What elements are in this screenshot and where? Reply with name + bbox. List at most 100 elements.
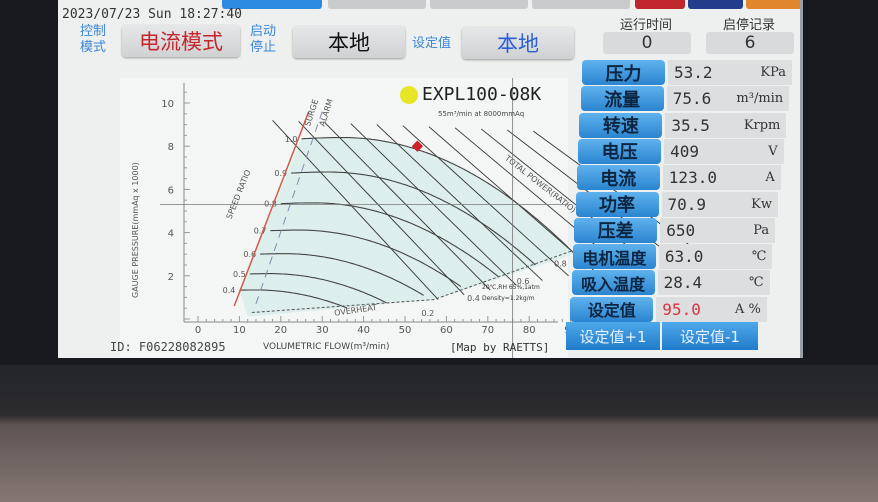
reading-label-button[interactable]: 压力: [582, 60, 665, 85]
reading-unit: V: [768, 143, 778, 159]
setpoint-plus-button[interactable]: 设定值+1: [566, 322, 660, 350]
setpoint-source-button[interactable]: 本地: [462, 27, 574, 59]
runtime-value: 0: [603, 32, 691, 54]
reading-label-button[interactable]: 流量: [580, 86, 664, 112]
language-flag-uk[interactable]: [688, 0, 743, 9]
x-tick-label: 70: [481, 325, 494, 336]
reading-label-button[interactable]: 电压: [578, 138, 662, 164]
setpoint-source-label: 设定值: [412, 36, 452, 51]
reading-row: 吸入温度 28.4 ℃: [571, 270, 770, 296]
control-mode-button[interactable]: 电流模式: [122, 25, 240, 57]
reading-value-box: 35.5 Krpm: [665, 112, 787, 138]
alarm-line: [255, 111, 323, 305]
tab[interactable]: [746, 0, 800, 9]
reading-value-box: 75.6 m³/min: [666, 86, 790, 112]
start-stop-label: 启动 停止: [250, 24, 277, 55]
power-line: [454, 127, 621, 267]
reading-value-box: 95.0 A %: [656, 296, 767, 322]
reading-unit: A %: [734, 301, 761, 317]
speed-ratio-label: 0.5: [233, 270, 246, 279]
reading-value: 650: [666, 220, 696, 240]
reading-value: 28.4: [663, 273, 703, 293]
speed-ratio-label: 0.4: [223, 286, 236, 295]
reading-row: 压力 53.2 KPa: [582, 60, 792, 86]
reading-label-button[interactable]: 电机温度: [572, 244, 656, 270]
speed-curve: [270, 229, 462, 288]
tab-active[interactable]: [222, 0, 322, 9]
reading-unit: Krpm: [743, 117, 781, 133]
y-tick-label: 4: [168, 229, 174, 240]
tab[interactable]: [430, 0, 528, 9]
speed-curve: [301, 137, 576, 255]
reading-label-button[interactable]: 转速: [579, 112, 663, 138]
x-tick-label: 80: [523, 325, 536, 336]
power-line: [298, 121, 465, 296]
reading-label-button[interactable]: 电流: [576, 165, 660, 191]
x-tick-label: 30: [316, 325, 329, 336]
reading-unit: m³/min: [736, 91, 784, 107]
control-mode-label: 控制 模式: [80, 24, 107, 55]
reading-row: 流量 75.6 m³/min: [580, 86, 790, 112]
reading-label-button[interactable]: 设定值: [570, 296, 654, 322]
reading-unit: A: [765, 170, 775, 186]
reading-unit: Kw: [751, 196, 772, 212]
speed-curve: [291, 171, 536, 266]
tab[interactable]: [532, 0, 630, 9]
reading-value-box: 650 Pa: [660, 217, 776, 243]
y-tick-label: 2: [168, 272, 174, 283]
reading-label-button[interactable]: 吸入温度: [571, 270, 655, 296]
datetime: 2023/07/23 Sun 18:27:40: [62, 7, 243, 22]
tab[interactable]: [328, 0, 426, 9]
reading-row: 功率 70.9 Kw: [575, 191, 778, 218]
power-line: [402, 125, 569, 277]
x-tick-label: 50: [399, 325, 412, 336]
reading-label-button[interactable]: 压差: [574, 217, 658, 243]
power-ratio-label: 0.8: [554, 260, 567, 269]
reading-value-box: 63.0 ℃: [658, 244, 773, 270]
model-name: EXPL100-08K: [422, 84, 542, 105]
reading-value-box: 53.2 KPa: [668, 60, 792, 85]
y-tick-label: 8: [168, 142, 174, 153]
reading-unit: ℃: [751, 249, 767, 265]
reading-value-box: 409 V: [664, 138, 784, 164]
reading-value: 35.5: [671, 115, 710, 135]
status-led-icon: [400, 86, 418, 104]
map-id: ID: F06228082895: [110, 340, 226, 354]
compressor-map: 0102030405060708090246810GAUGE PRESSURE(…: [110, 78, 700, 358]
startstop-count-label: 启停记录: [722, 18, 775, 33]
overheat-line: [251, 249, 575, 314]
reading-row: 转速 35.5 Krpm: [579, 112, 787, 139]
reading-value: 95.0: [662, 299, 701, 319]
speed-ratio-label: 0.6: [243, 250, 256, 259]
x-tick-label: 40: [357, 325, 370, 336]
y-tick-label: 6: [168, 185, 174, 196]
reading-unit: KPa: [760, 65, 786, 80]
reading-row: 电压 409 V: [578, 138, 784, 165]
reading-label-button[interactable]: 功率: [575, 191, 659, 217]
y-axis-label: GAUGE PRESSURE(mmAq x 1000): [131, 162, 140, 298]
monitor-bezel: [0, 365, 878, 502]
operating-envelope: [239, 137, 575, 317]
setpoint-minus-button[interactable]: 设定值-1: [662, 322, 758, 350]
speed-ratio-label: 1.0: [285, 135, 298, 144]
surge-line: [233, 111, 310, 307]
x-tick-label: 60: [440, 325, 453, 336]
power-line: [272, 119, 439, 300]
compressor-map-svg: 0102030405060708090246810GAUGE PRESSURE(…: [120, 78, 700, 358]
language-flag-cn[interactable]: [635, 0, 685, 9]
start-stop-button[interactable]: 本地: [293, 26, 405, 58]
speed-curve: [260, 253, 424, 296]
reading-unit: Pa: [753, 222, 770, 238]
reading-value: 75.6: [672, 89, 712, 109]
reading-value: 409: [670, 141, 699, 161]
density: Density=1.2kg/m: [482, 295, 535, 302]
reading-row: 设定值 95.0 A %: [570, 296, 767, 323]
reading-unit: ℃: [749, 275, 764, 291]
speed-ratio-label: 0.9: [274, 169, 287, 178]
speed-curve: [280, 202, 499, 277]
model-subtitle: 55m³/min at 8000mmAq: [438, 110, 525, 118]
power-line: [376, 124, 543, 281]
hmi-screen: 2023/07/23 Sun 18:27:40 控制 模式 电流模式 启动 停止…: [58, 0, 803, 358]
y-tick-label: 10: [161, 99, 174, 110]
power-line: [324, 122, 491, 291]
